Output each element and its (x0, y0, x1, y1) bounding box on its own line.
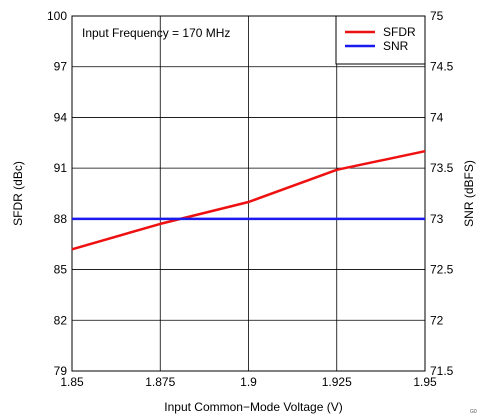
y-left-tick-label: 100 (47, 9, 67, 23)
y-left-tick-label: 85 (54, 263, 68, 277)
x-tick-label: 1.95 (413, 375, 437, 389)
legend: SFDR SNR (335, 15, 426, 65)
y-right-tick-label: 72.5 (430, 263, 454, 277)
legend-label-snr: SNR (383, 39, 409, 53)
y-right-tick-label: 73 (430, 212, 444, 226)
y-axis-left-label: SFDR (dBc) (11, 161, 25, 226)
x-tick-label: 1.875 (145, 375, 175, 389)
y-left-tick-label: 97 (54, 60, 68, 74)
grid-lines (72, 16, 425, 371)
y-right-tick-label: 71.5 (430, 364, 454, 378)
y-right-tick-label: 72 (430, 313, 444, 327)
y-left-tick-label: 91 (54, 161, 68, 175)
legend-box (335, 15, 426, 65)
y-left-tick-label: 88 (54, 212, 68, 226)
legend-label-sfdr: SFDR (383, 25, 416, 39)
y-left-tick-label: 79 (54, 364, 68, 378)
series-layer (71, 149, 426, 251)
x-axis-label: Input Common−Mode Voltage (V) (164, 400, 342, 414)
figure-code: G0 (470, 409, 477, 415)
y-left-tick-label: 82 (54, 313, 68, 327)
annotation: Input Frequency = 170 MHz (82, 26, 230, 40)
tick-labels: 1.85 1.875 1.9 1.925 1.95 79 82 85 88 91 94 97 100 71… (47, 9, 454, 389)
y-right-tick-label: 74.5 (430, 60, 454, 74)
x-tick-label: 1.9 (240, 375, 257, 389)
y-axis-right-label: SNR (dBFS) (462, 160, 476, 227)
y-right-tick-label: 75 (430, 9, 444, 23)
plot-frame (71, 15, 426, 372)
y-left-tick-label: 94 (54, 110, 68, 124)
x-tick-label: 1.925 (322, 375, 352, 389)
x-tick-label: 1.85 (60, 375, 84, 389)
y-right-tick-label: 74 (430, 110, 444, 124)
series-line-sfdr (71, 149, 426, 251)
y-right-tick-label: 73.5 (430, 161, 454, 175)
